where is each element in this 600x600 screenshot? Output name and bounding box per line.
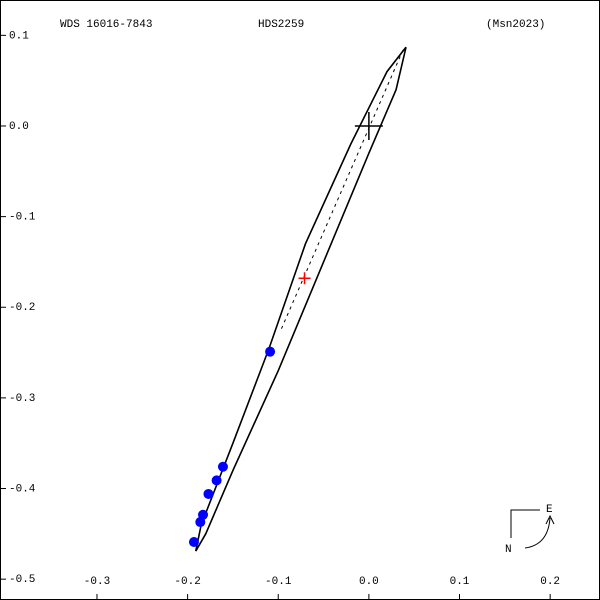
y-tick-label: -0.3 <box>9 393 35 405</box>
x-tick-label: 0.0 <box>359 576 379 588</box>
compass-arrow <box>524 517 551 549</box>
observation <box>203 488 214 499</box>
observation <box>188 536 199 547</box>
compass <box>510 509 540 538</box>
observation <box>217 461 228 472</box>
y-tick-label: 0.1 <box>9 30 29 42</box>
y-tick-label: -0.4 <box>9 483 36 495</box>
y-tick-label: -0.2 <box>9 302 35 314</box>
y-tick-label: -0.5 <box>9 574 35 586</box>
cross-marker <box>298 272 311 285</box>
x-tick-label: -0.3 <box>84 576 110 588</box>
y-tick-label: 0.0 <box>9 121 29 133</box>
orbit <box>194 46 407 552</box>
observation <box>211 475 222 486</box>
x-tick-label: 0.2 <box>540 576 560 588</box>
x-tick-label: 0.1 <box>450 576 470 588</box>
x-tick-label: -0.1 <box>265 576 292 588</box>
y-tick-label: -0.1 <box>9 212 36 224</box>
observation <box>195 517 206 528</box>
compass-north: N <box>505 544 512 556</box>
reference: (Msn2023) <box>486 19 545 31</box>
compass-arrowhead <box>545 514 555 525</box>
cross-marker <box>354 111 383 140</box>
line-of-nodes <box>279 49 404 333</box>
x-tick-label: -0.2 <box>174 576 200 588</box>
observation <box>265 346 276 357</box>
chart-subtitle: HDS2259 <box>258 19 304 31</box>
compass-east: E <box>546 504 553 516</box>
chart-title: WDS 16016-7843 <box>60 19 152 31</box>
